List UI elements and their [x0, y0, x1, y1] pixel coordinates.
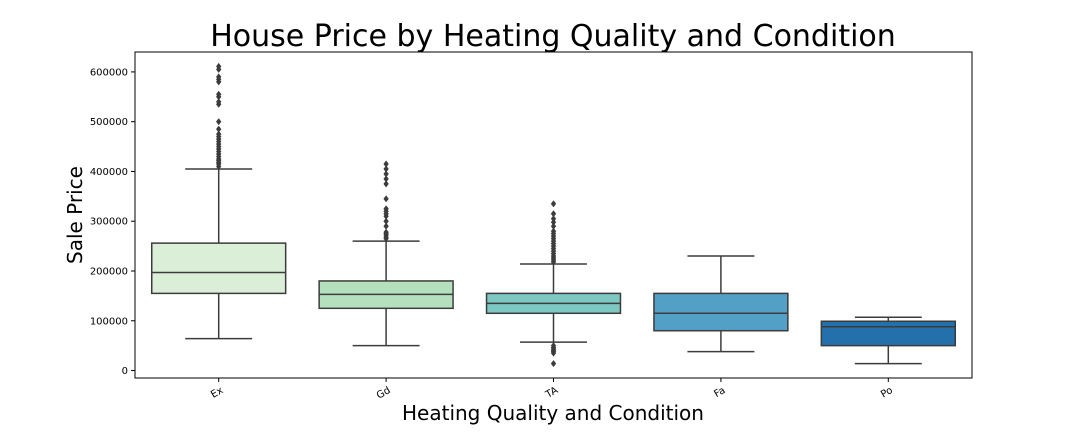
- x-axis-label: Heating Quality and Condition: [402, 401, 704, 425]
- outlier-point: [383, 170, 389, 178]
- x-tick-label: Ex: [209, 385, 225, 401]
- box-group-ex: [150, 62, 287, 340]
- outlier-point: [550, 200, 557, 208]
- y-tick-label: 600000: [90, 67, 128, 78]
- iqr-box: [820, 320, 957, 347]
- outlier-point: [215, 73, 222, 81]
- box-group-ta: [485, 200, 622, 368]
- x-tick-label: Gd: [375, 385, 393, 402]
- outlier-point: [550, 222, 557, 230]
- outlier-point: [383, 228, 389, 236]
- outlier-point: [550, 227, 557, 235]
- outlier-point: [550, 215, 557, 223]
- x-tick-label: Po: [879, 385, 895, 400]
- y-tick-label: 400000: [90, 167, 128, 178]
- iqr-box: [653, 292, 789, 332]
- box-group-gd: [318, 160, 454, 347]
- outlier-point: [383, 165, 389, 173]
- outlier-point: [383, 195, 389, 203]
- iqr-box: [150, 242, 287, 295]
- box-group-fa: [653, 255, 789, 353]
- outlier-point: [383, 205, 389, 213]
- x-tick-label: TA: [543, 385, 560, 401]
- plot-frame: [134, 51, 973, 379]
- outlier-point: [383, 180, 389, 188]
- y-tick-label: 300000: [90, 217, 128, 228]
- outlier-point: [550, 210, 557, 218]
- chart-title: House Price by Heating Quality and Condi…: [210, 19, 896, 54]
- y-tick-label: 0: [122, 366, 128, 377]
- y-tick-label: 500000: [90, 117, 128, 128]
- outlier-point: [383, 222, 389, 230]
- outlier-point: [215, 130, 222, 138]
- outlier-point: [383, 217, 389, 225]
- x-tick-label: Fa: [712, 385, 727, 400]
- y-tick-label: 100000: [90, 316, 128, 327]
- box-group-po: [820, 316, 957, 365]
- outlier-point: [215, 98, 222, 106]
- y-tick-label: 200000: [90, 266, 128, 277]
- outlier-point: [215, 118, 222, 126]
- outlier-point: [215, 90, 222, 98]
- outlier-point: [550, 342, 557, 350]
- plot-area: 0 100000 200000 300000 400000 500000 600000 Ex G…: [90, 62, 957, 402]
- outlier-point: [383, 160, 389, 168]
- outlier-point: [215, 62, 222, 71]
- outlier-point: [550, 359, 557, 368]
- y-axis-label: Sale Price: [63, 166, 87, 264]
- outlier-point: [215, 125, 222, 133]
- outlier-point: [383, 175, 389, 183]
